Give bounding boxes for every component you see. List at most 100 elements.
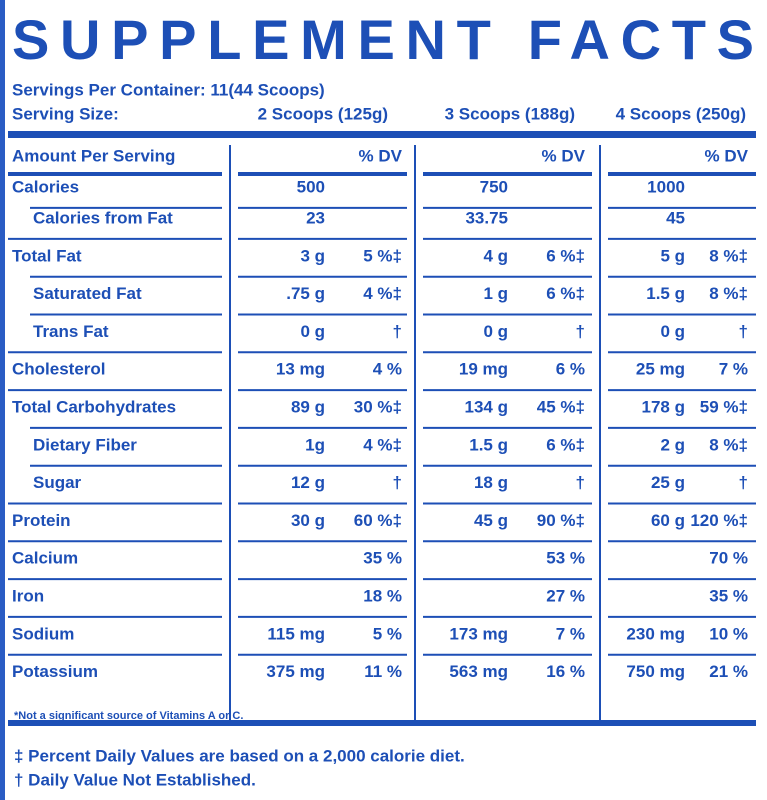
- amount: 1.5 g: [646, 284, 685, 303]
- daily-value: †: [393, 473, 402, 492]
- daily-value: 70 %: [709, 549, 748, 568]
- serving-size: 2 Scoops (125g): [258, 104, 388, 123]
- daily-value: 59 %‡: [700, 397, 748, 416]
- nutrient-name: Iron: [12, 586, 44, 605]
- amount: 0 g: [660, 322, 685, 341]
- daily-value: 7 %: [556, 624, 585, 643]
- amount: .75 g: [286, 284, 325, 303]
- daily-value: 6 %‡: [546, 246, 585, 265]
- amount: 19 mg: [459, 360, 508, 379]
- table-note: *Not a significant source of Vitamins A …: [14, 710, 243, 722]
- amount: 25 g: [651, 473, 685, 492]
- daily-value: 7 %: [719, 360, 748, 379]
- daily-value: 120 %‡: [690, 511, 748, 530]
- daily-value: 21 %: [709, 662, 748, 681]
- amount: 33.75: [465, 208, 508, 227]
- daily-value: 8 %‡: [709, 246, 748, 265]
- dv-header: % DV: [705, 146, 749, 165]
- amount: 230 mg: [626, 624, 685, 643]
- daily-value: 45 %‡: [537, 397, 585, 416]
- amount: 18 g: [474, 473, 508, 492]
- daily-value: 8 %‡: [709, 435, 748, 454]
- daily-value: 27 %: [546, 586, 585, 605]
- daily-value: 5 %‡: [363, 246, 402, 265]
- footnote: ‡ Percent Daily Values are based on a 2,…: [14, 746, 465, 765]
- amount: 173 mg: [449, 624, 508, 643]
- amount: 45 g: [474, 511, 508, 530]
- amount: 5 g: [660, 246, 685, 265]
- amount: 1.5 g: [469, 435, 508, 454]
- daily-value: †: [739, 322, 748, 341]
- daily-value: 8 %‡: [709, 284, 748, 303]
- nutrient-name: Total Carbohydrates: [12, 397, 176, 416]
- amount: 12 g: [291, 473, 325, 492]
- dv-header: % DV: [542, 146, 586, 165]
- daily-value: 11 %: [364, 662, 402, 681]
- nutrient-name: Sugar: [33, 473, 82, 492]
- amount: 750: [480, 177, 508, 196]
- amount: 1000: [647, 177, 685, 196]
- daily-value: †: [576, 322, 585, 341]
- nutrient-name: Trans Fat: [33, 322, 109, 341]
- daily-value: 4 %‡: [363, 284, 402, 303]
- daily-value: 6 %: [556, 360, 585, 379]
- serving-size: 3 Scoops (188g): [445, 104, 575, 123]
- thick-rule: [8, 131, 756, 138]
- header-rule: [423, 172, 592, 176]
- amount: 0 g: [300, 322, 325, 341]
- daily-value: †: [739, 473, 748, 492]
- serving-size: 4 Scoops (250g): [616, 104, 746, 123]
- amount: 1g: [305, 435, 325, 454]
- daily-value: 5 %: [373, 624, 402, 643]
- daily-value: 90 %‡: [537, 511, 585, 530]
- serving-size-label: Serving Size:: [12, 104, 119, 123]
- nutrient-name: Saturated Fat: [33, 284, 142, 303]
- daily-value: 10 %: [709, 624, 748, 643]
- daily-value: 30 %‡: [354, 397, 402, 416]
- header-rule: [8, 172, 222, 176]
- header-rule: [608, 172, 756, 176]
- amount: 500: [297, 177, 325, 196]
- amount: 1 g: [483, 284, 508, 303]
- daily-value: 53 %: [546, 549, 585, 568]
- nutrient-name: Calories: [12, 177, 79, 196]
- daily-value: 6 %‡: [546, 284, 585, 303]
- amount: 45: [666, 208, 685, 227]
- daily-value: 35 %: [709, 586, 748, 605]
- daily-value: 4 %: [373, 360, 402, 379]
- amount: 115 mg: [267, 624, 325, 643]
- nutrient-name: Cholesterol: [12, 360, 106, 379]
- amount: 3 g: [300, 246, 325, 265]
- nutrient-name: Potassium: [12, 662, 98, 681]
- amount: 23: [306, 208, 325, 227]
- nutrient-name: Total Fat: [12, 246, 82, 265]
- nutrient-name: Dietary Fiber: [33, 435, 137, 454]
- amount: 178 g: [642, 397, 685, 416]
- nutrient-name: Calcium: [12, 549, 78, 568]
- daily-value: 4 %‡: [363, 435, 402, 454]
- daily-value: †: [393, 322, 402, 341]
- amount: 89 g: [291, 397, 325, 416]
- daily-value: 18 %: [363, 586, 402, 605]
- daily-value: 6 %‡: [546, 435, 585, 454]
- amount: 134 g: [465, 397, 508, 416]
- nutrient-name: Sodium: [12, 624, 74, 643]
- footnote: † Daily Value Not Established.: [14, 770, 256, 789]
- amount: 25 mg: [636, 360, 685, 379]
- amount: 0 g: [483, 322, 508, 341]
- thick-rule: [8, 720, 756, 726]
- nutrient-name: Protein: [12, 511, 71, 530]
- daily-value: 35 %: [363, 549, 402, 568]
- servings-per-container: Servings Per Container: 11(44 Scoops): [12, 80, 325, 99]
- dv-header: % DV: [359, 146, 403, 165]
- table-header: Amount Per Serving: [12, 146, 175, 165]
- title: SUPPLEMENT FACTS: [12, 8, 754, 71]
- daily-value: 60 %‡: [354, 511, 402, 530]
- amount: 750 mg: [626, 662, 685, 681]
- header-rule: [238, 172, 407, 176]
- left-edge: [0, 0, 5, 800]
- amount: 30 g: [291, 511, 325, 530]
- amount: 4 g: [483, 246, 508, 265]
- nutrient-name: Calories from Fat: [33, 208, 173, 227]
